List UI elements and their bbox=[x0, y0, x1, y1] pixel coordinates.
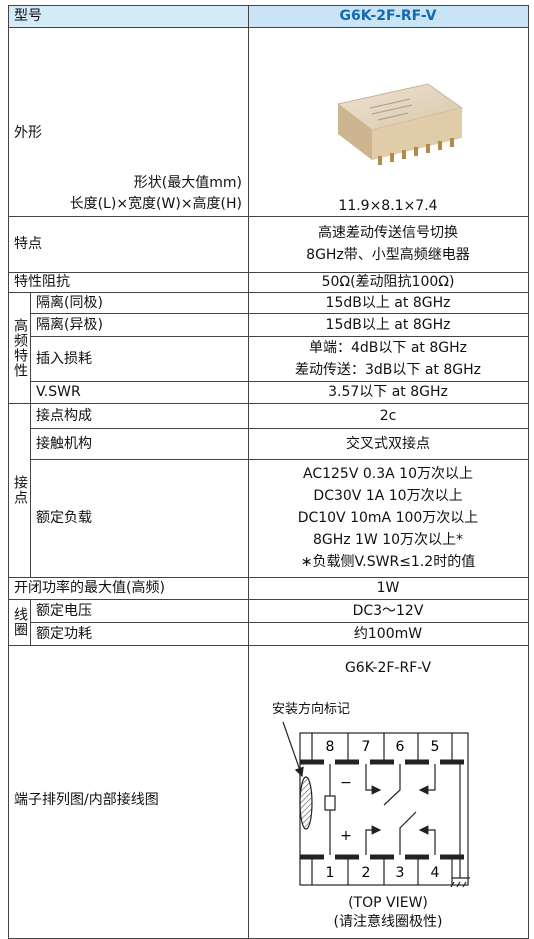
row-label: 形状(最大值mm) bbox=[133, 175, 242, 191]
row-label: 特性阻抗 bbox=[14, 274, 70, 290]
table-cell bbox=[8, 216, 249, 273]
value-text: 50Ω(差动阻抗100Ω) bbox=[321, 274, 455, 290]
value-text: DC30V 1A 10万次以上 bbox=[313, 488, 463, 504]
row-label: 外形 bbox=[14, 125, 42, 141]
header-label: 型号 bbox=[14, 8, 42, 24]
value-text: DC10V 10mA 100万次以上 bbox=[297, 510, 479, 526]
value-text: G6K-2F-RF-V bbox=[344, 660, 432, 676]
model-name: G6K-2F-RF-V bbox=[339, 8, 437, 24]
row-label: 额定功耗 bbox=[36, 625, 92, 642]
value-text: AC125V 0.3A 10万次以上 bbox=[303, 466, 473, 482]
row-label: 接点构成 bbox=[36, 407, 92, 424]
group-label: 高频特性 bbox=[12, 317, 28, 378]
table-cell bbox=[8, 5, 249, 28]
row-label: 插入损耗 bbox=[36, 350, 92, 367]
value-text: (请注意线圈极性) bbox=[333, 914, 443, 930]
value-text: 8GHz 1W 10万次以上* bbox=[312, 532, 464, 548]
row-label: 特点 bbox=[14, 236, 42, 252]
value-text: 高速差动传送信号切换 bbox=[318, 225, 458, 241]
value-text: 单端：4dB以下 at 8GHz bbox=[309, 339, 467, 356]
value-text: 差动传送：3dB以下 at 8GHz bbox=[295, 361, 481, 378]
value-text: 15dB以上 at 8GHz bbox=[325, 294, 451, 311]
value-text: 交叉式双接点 bbox=[346, 435, 430, 452]
table-cell bbox=[248, 27, 529, 217]
group-label: 接点 bbox=[12, 475, 28, 505]
annotation: 安装方向标记 bbox=[272, 702, 351, 717]
row-label: 额定电压 bbox=[36, 602, 92, 619]
row-label: 隔离(同极) bbox=[36, 294, 103, 311]
value-text: 3.57以下 at 8GHz bbox=[328, 384, 448, 400]
value-text: 11.9×8.1×7.4 bbox=[338, 198, 438, 214]
row-label: 隔离(异极) bbox=[36, 316, 103, 333]
group-label: 线圈 bbox=[12, 607, 28, 637]
row-label: V.SWR bbox=[36, 384, 81, 400]
row-label: 长度(L)×宽度(W)×高度(H) bbox=[69, 196, 242, 212]
row-label: 开闭功率的最大值(高频) bbox=[14, 580, 165, 596]
value-text: 15dB以上 at 8GHz bbox=[325, 316, 451, 333]
row-label: 端子排列图/内部接线图 bbox=[14, 792, 159, 808]
value-text: 8GHz带、小型高频继电器 bbox=[306, 247, 470, 263]
value-text: 2c bbox=[379, 407, 397, 424]
value-text: (TOP VIEW) bbox=[348, 895, 428, 911]
value-text: DC3～12V bbox=[352, 602, 424, 619]
row-label: 额定负载 bbox=[36, 510, 92, 526]
row-label: 接触机构 bbox=[36, 435, 92, 452]
value-text: ∗负载侧V.SWR≤1.2时的值 bbox=[300, 554, 476, 570]
value-text: 1W bbox=[376, 580, 400, 596]
value-text: 约100mW bbox=[353, 625, 423, 642]
